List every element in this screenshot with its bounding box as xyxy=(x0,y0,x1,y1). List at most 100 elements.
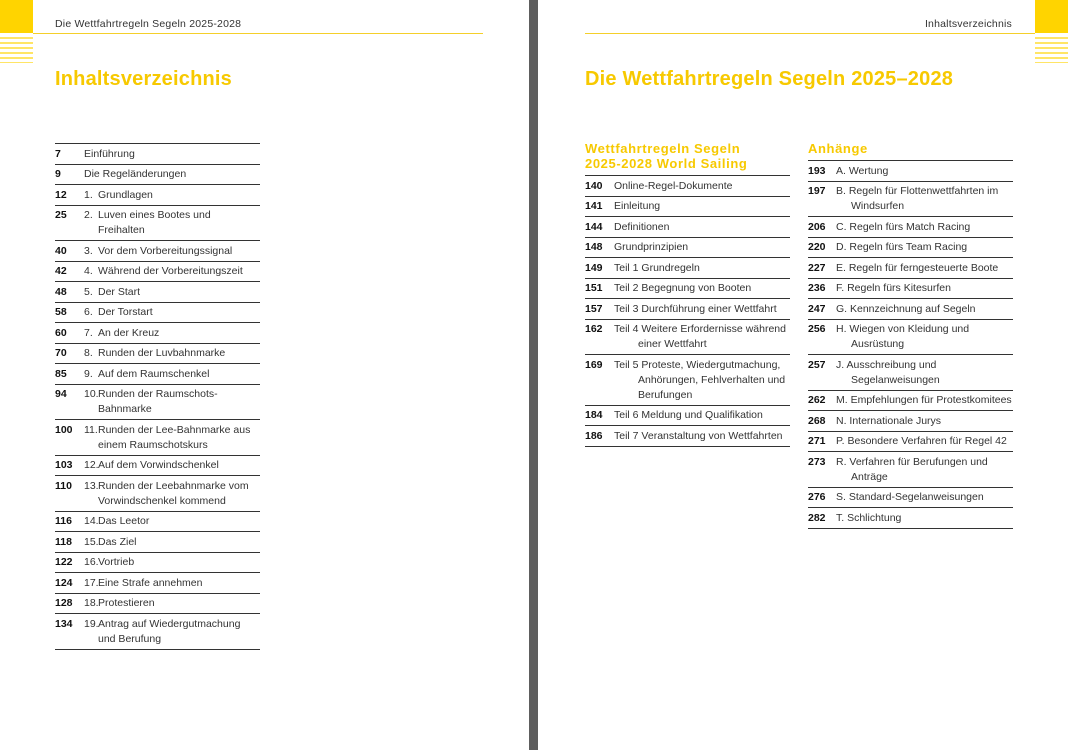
toc-entry-title: Protestieren xyxy=(98,597,155,609)
toc-entry[interactable]: 282 T. Schlichtung xyxy=(808,508,1013,529)
toc-page-number: 118 xyxy=(55,535,72,548)
toc-label: Online-Regel-Dokumente xyxy=(614,179,732,194)
toc-label: Teil 7 Veranstaltung von Wettfahrten xyxy=(614,429,783,444)
toc-entry-title: Auf dem Vorwindschenkel xyxy=(98,459,219,471)
toc-page-number: 40 xyxy=(55,244,67,257)
toc-entry-title: R. Verfahren für Berufungen und Anträge xyxy=(836,455,988,483)
toc-entry-title: Einleitung xyxy=(614,200,661,212)
toc-entry[interactable]: 140 Online-Regel-Dokumente xyxy=(585,176,790,197)
toc-entry-title: Vor dem Vorbereitungssignal xyxy=(98,244,233,257)
toc-entry[interactable]: 206 C. Regeln fürs Match Racing xyxy=(808,217,1013,238)
toc-entry[interactable]: 148 Grundprinzipien xyxy=(585,238,790,258)
toc-entry[interactable]: 25 2. Luven eines Bootes und Freihalten xyxy=(55,206,260,241)
chapter-number: 13. xyxy=(84,479,99,492)
toc-entry[interactable]: 58 6. Der Torstart xyxy=(55,303,260,323)
chapter-number: 14. xyxy=(84,515,99,527)
toc-label: H. Wiegen von Kleidung und Ausrüstung xyxy=(836,322,1013,352)
toc-entry-title: E. Regeln für ferngesteuerte Boote xyxy=(836,261,999,274)
toc-entry[interactable]: 220 D. Regeln fürs Team Racing xyxy=(808,238,1013,258)
toc-list: 7 Einführung 9 Die Regeländerungen 12 1. Grund… xyxy=(55,143,260,650)
toc-entry[interactable]: 110 13. Runden der Leebahnmarke vom Vorwin… xyxy=(55,476,260,512)
toc-page-number: 70 xyxy=(55,347,67,359)
chapter-number: 7. xyxy=(84,326,93,339)
toc-page-number: 276 xyxy=(808,491,826,503)
toc-entry[interactable]: 40 3. Vor dem Vorbereitungssignal xyxy=(55,241,260,262)
toc-label: G. Kennzeichnung auf Segeln xyxy=(836,302,976,317)
toc-entry[interactable]: 262 M. Empfehlungen für Protestkomitees xyxy=(808,391,1013,411)
toc-label: 18. Protestieren xyxy=(84,596,155,611)
toc-page-number: 7 xyxy=(55,147,61,160)
toc-entry[interactable]: 169 Teil 5 Proteste, Wiedergutmachung, An… xyxy=(585,355,790,406)
toc-label: D. Regeln fürs Team Racing xyxy=(836,240,967,255)
toc-entry[interactable]: 134 19. Antrag auf Wiedergutmachung und Be… xyxy=(55,614,260,650)
toc-entry[interactable]: 247 G. Kennzeichnung auf Segeln xyxy=(808,299,1013,320)
toc-page-number: 151 xyxy=(585,282,603,294)
running-head: Inhaltsverzeichnis xyxy=(924,18,1012,30)
toc-entry[interactable]: 122 16. Vortrieb xyxy=(55,553,260,573)
toc-entry[interactable]: 276 S. Standard-Segelanweisungen xyxy=(808,488,1013,508)
toc-label: 10. Runden der Raumschots-Bahnmarke xyxy=(84,387,260,417)
toc-entry[interactable]: 42 4. Während der Vorbereitungszeit xyxy=(55,262,260,282)
toc-entry[interactable]: 70 8. Runden der Luvbahnmarke xyxy=(55,344,260,364)
toc-entry[interactable]: 268 N. Internationale Jurys xyxy=(808,411,1013,432)
toc-entry-title: S. Standard-Segelanweisungen xyxy=(836,491,984,503)
chapter-number: 6. xyxy=(84,306,93,318)
toc-entry[interactable]: 197 B. Regeln für Flottenwettfahrten im W… xyxy=(808,182,1013,217)
toc-entry-title: Das Leetor xyxy=(98,515,150,527)
chapter-number: 17. xyxy=(84,576,99,589)
toc-entry[interactable]: 149 Teil 1 Grundregeln xyxy=(585,258,790,279)
toc-label: J. Ausschreibung und Segelanweisungen xyxy=(836,358,1013,388)
toc-page-number: 128 xyxy=(55,597,73,609)
toc-page-number: 134 xyxy=(55,617,73,630)
toc-entry-title: Während der Vorbereitungszeit xyxy=(98,265,243,277)
toc-entry[interactable]: 151 Teil 2 Begegnung von Booten xyxy=(585,279,790,299)
toc-entry[interactable]: 186 Teil 7 Veranstaltung von Wettfahrten xyxy=(585,426,790,447)
toc-page-number: 9 xyxy=(55,168,61,180)
toc-entry-title: Teil 2 Begegnung von Booten xyxy=(614,282,752,294)
toc-page-number: 144 xyxy=(585,220,603,233)
toc-entry[interactable]: 273 R. Verfahren für Berufungen und Anträ… xyxy=(808,452,1013,488)
toc-entry[interactable]: 100 11. Runden der Lee-Bahnmarke aus einem… xyxy=(55,420,260,456)
chapter-number: 18. xyxy=(84,597,99,609)
toc-entry[interactable]: 157 Teil 3 Durchführung einer Wettfahrt xyxy=(585,299,790,320)
toc-entry[interactable]: 271 P. Besondere Verfahren für Regel 42 xyxy=(808,432,1013,452)
toc-entry[interactable]: 257 J. Ausschreibung und Segelanweisungen xyxy=(808,355,1013,391)
toc-label: N. Internationale Jurys xyxy=(836,414,941,429)
toc-entry-title: Runden der Raumschots-Bahnmarke xyxy=(98,388,218,415)
toc-entry[interactable]: 124 17. Eine Strafe annehmen xyxy=(55,573,260,594)
toc-page-number: 282 xyxy=(808,511,826,524)
toc-entry[interactable]: 227 E. Regeln für ferngesteuerte Boote xyxy=(808,258,1013,279)
toc-label: B. Regeln für Flottenwettfahrten im Wind… xyxy=(836,184,1013,214)
chapter-number: 10. xyxy=(84,388,99,400)
toc-entry[interactable]: 9 Die Regeländerungen xyxy=(55,165,260,185)
toc-entry[interactable]: 141 Einleitung xyxy=(585,197,790,217)
toc-entry-title: T. Schlichtung xyxy=(836,511,902,524)
toc-entry[interactable]: 256 H. Wiegen von Kleidung und Ausrüstung xyxy=(808,320,1013,355)
toc-entry[interactable]: 184 Teil 6 Meldung und Qualifikation xyxy=(585,406,790,426)
toc-entry-title: Einführung xyxy=(84,147,135,160)
toc-entry[interactable]: 85 9. Auf dem Raumschenkel xyxy=(55,364,260,385)
chapter-number: 1. xyxy=(84,188,93,201)
toc-entry-title: Der Start xyxy=(98,285,141,298)
toc-entry[interactable]: 128 18. Protestieren xyxy=(55,594,260,614)
toc-entry[interactable]: 236 F. Regeln fürs Kitesurfen xyxy=(808,279,1013,299)
toc-entry[interactable]: 116 14. Das Leetor xyxy=(55,512,260,532)
toc-entry-title: Definitionen xyxy=(614,220,670,233)
toc-entry[interactable]: 118 15. Das Ziel xyxy=(55,532,260,553)
toc-page-number: 110 xyxy=(55,479,72,492)
toc-entry[interactable]: 94 10. Runden der Raumschots-Bahnmarke xyxy=(55,385,260,420)
toc-entry[interactable]: 12 1. Grundlagen xyxy=(55,185,260,206)
toc-entry[interactable]: 7 Einführung xyxy=(55,144,260,165)
toc-page-number: 184 xyxy=(585,409,603,421)
toc-page-number: 58 xyxy=(55,306,67,318)
toc-label: 17. Eine Strafe annehmen xyxy=(84,576,203,591)
toc-entry[interactable]: 60 7. An der Kreuz xyxy=(55,323,260,344)
toc-entry-title: Teil 1 Grundregeln xyxy=(614,261,700,274)
toc-entry-title: M. Empfehlungen für Protestkomitees xyxy=(836,394,1012,406)
toc-entry[interactable]: 193 A. Wertung xyxy=(808,161,1013,182)
toc-page-number: 103 xyxy=(55,459,73,471)
toc-entry[interactable]: 103 12. Auf dem Vorwindschenkel xyxy=(55,456,260,476)
toc-entry[interactable]: 162 Teil 4 Weitere Erfordernisse während … xyxy=(585,320,790,355)
toc-entry[interactable]: 144 Definitionen xyxy=(585,217,790,238)
toc-entry[interactable]: 48 5. Der Start xyxy=(55,282,260,303)
